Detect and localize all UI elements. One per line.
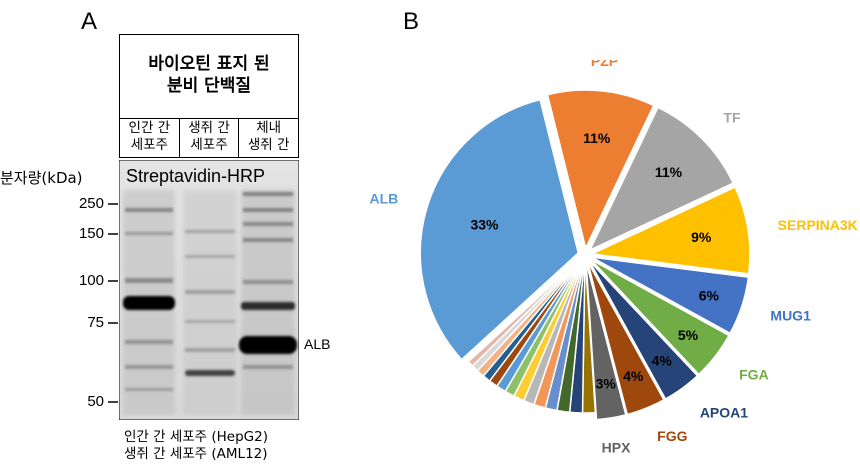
pie-label-tf: TF (723, 110, 741, 126)
pie-percent-alb: 33% (470, 217, 499, 233)
pie-slice-pzp (546, 89, 655, 251)
pie-slice-apoa1 (588, 260, 699, 401)
pie-label-alb: ALB (370, 191, 399, 207)
panel-a-letter: A (81, 8, 98, 35)
marker-100: 100 (78, 272, 104, 289)
pie-label-fga: FGA (739, 366, 769, 382)
pie-slice-mug1 (591, 256, 750, 335)
pie-slice-hpx (585, 261, 627, 421)
pie-label-hpx: HPX (602, 440, 631, 456)
pie-percent-mug1: 6% (699, 287, 720, 303)
pie-percent-fga: 5% (678, 327, 699, 343)
pie-slice-tf (588, 106, 735, 252)
pie-label-serpina3k: SERPINA3K (778, 217, 858, 233)
marker-75: 75 (87, 314, 104, 331)
title-line-1: 바이오틴 표지 된 (148, 54, 270, 74)
blot-label: Streptavidin-HRP (126, 166, 266, 186)
pie-percent-pzp: 11% (583, 130, 611, 146)
alb-band-label: ALB (304, 336, 331, 352)
pie-chart: 11% 11% 9% 6% 5% 4% 4% 3% 33% PZP TF SERPINA3K MUG1… (370, 60, 858, 456)
pie-category-labels: PZP TF SERPINA3K MUG1 FGA APOA1 FGG HPX ALB (370, 60, 858, 456)
pie-slice-serpina3k (589, 186, 751, 275)
pie-slices (419, 89, 751, 421)
pie-label-mug1: MUG1 (770, 307, 811, 323)
pie-slice-alb (419, 98, 580, 361)
footnote-line-2: 생쥐 간 세포주 (AML12) (124, 446, 268, 462)
pie-percent-tf: 11% (655, 164, 683, 180)
lane-header-invivo: 체내 생쥐 간 (239, 118, 298, 157)
pie-percent-serpina3k: 9% (691, 229, 712, 245)
title-line-2: 분비 단백질 (166, 76, 252, 96)
pie-label-fgg: FGG (657, 428, 687, 444)
footnote-line-1: 인간 간 세포주 (HepG2) (124, 429, 269, 445)
panel-b-letter: B (403, 8, 420, 35)
lane-header-row: 인간 간 세포주 생쥐 간 세포주 체내 생쥐 간 (119, 118, 299, 158)
pie-percent-apoa1: 4% (652, 352, 673, 368)
pie-slice-fgg (586, 261, 665, 416)
western-blot-image (119, 160, 299, 420)
pie-slice-fga (589, 258, 731, 376)
lane-header-human-line2: 세포주 (130, 137, 168, 153)
title-box: 바이오틴 표지 된 분비 단백질 (119, 34, 299, 119)
marker-50: 50 (87, 393, 104, 410)
lane-header-human-line1: 인간 간 (128, 120, 171, 136)
pie-slice-minor-21 (467, 254, 586, 367)
lane-header-human: 인간 간 세포주 (120, 118, 180, 157)
pie-percent-labels: 11% 11% 9% 6% 5% 4% 4% 3% 33% (470, 130, 719, 392)
pie-label-pzp: PZP (591, 60, 618, 69)
lane-header-mouse-line2: 세포주 (190, 137, 228, 153)
pie-label-apoa1: APOA1 (700, 405, 748, 421)
pie-percent-hpx: 3% (596, 376, 617, 392)
pie-percent-fgg: 4% (623, 368, 644, 384)
lane-header-mouse-line1: 생쥐 간 (188, 120, 230, 136)
marker-ticks (108, 203, 118, 403)
lane-header-invivo-line2: 생쥐 간 (247, 137, 290, 153)
lane-header-invivo-line1: 체내 (256, 120, 282, 136)
lane-header-mouse: 생쥐 간 세포주 (180, 118, 240, 157)
marker-250: 250 (78, 195, 104, 212)
mw-axis-label: 분자량(kDa) (0, 169, 83, 187)
marker-150: 150 (78, 225, 104, 242)
